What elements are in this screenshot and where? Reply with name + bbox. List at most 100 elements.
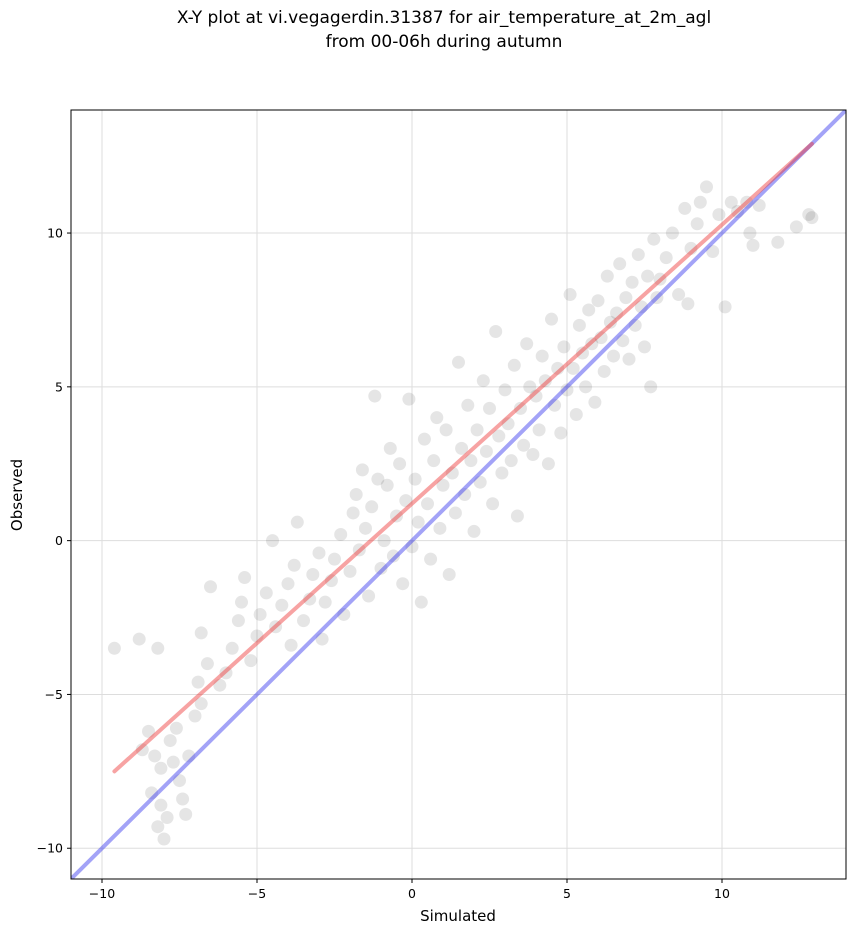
data-point [287,558,301,572]
data-point [176,792,190,806]
data-point [396,577,410,591]
data-point [526,448,540,462]
y-tick-label: −5 [45,687,63,702]
grid-lines [71,110,846,879]
data-point [427,454,441,468]
data-point [802,208,816,222]
data-point [303,592,317,606]
data-point [535,349,549,363]
data-point [706,244,720,258]
data-point [173,774,186,788]
data-point [266,534,279,548]
data-point [269,620,283,634]
data-point [743,226,757,240]
data-point [374,561,388,575]
data-point [483,401,496,415]
data-point [566,361,580,375]
data-point [805,211,819,225]
data-point [678,201,692,215]
data-point [386,549,400,563]
data-point [622,352,636,366]
data-point [200,657,214,671]
data-point [504,454,518,468]
plot-area-background [71,110,846,879]
data-point [700,180,713,194]
data-point [194,697,208,711]
data-point [746,238,760,252]
data-point [430,411,444,425]
data-point [672,288,686,302]
data-point [681,297,695,311]
data-point [352,543,366,557]
data-point [548,398,562,412]
data-point [659,251,673,265]
data-point [588,395,602,409]
data-point [157,832,171,846]
data-point [616,334,630,348]
data-point [771,235,785,249]
data-point [445,466,459,480]
data-point [486,497,500,511]
data-point [349,488,363,501]
data-point [160,810,174,824]
data-point [151,820,165,834]
data-point [163,734,177,748]
data-point [362,589,376,603]
data-point [213,678,227,692]
data-point [297,614,310,628]
data-point [259,586,273,600]
data-point [476,374,490,388]
x-tick-label: 0 [408,886,416,901]
data-point [169,721,183,735]
data-point [585,337,599,351]
data-point [318,595,332,609]
data-point [436,478,450,492]
data-point [145,786,159,800]
data-point [380,478,394,492]
data-point [371,472,385,486]
data-point [188,709,202,723]
data-point [225,641,239,655]
data-point [433,521,447,535]
data-point [421,497,434,511]
data-point [523,380,537,394]
x-tick-label: −5 [248,886,266,901]
data-point [607,349,620,363]
data-point [312,546,326,560]
data-point [253,607,267,621]
data-point [576,346,589,360]
data-point [538,374,552,388]
data-point [244,654,258,668]
data-point [492,429,506,443]
data-point [572,318,586,332]
data-point [334,527,348,541]
data-point [563,288,577,302]
data-point [498,383,512,397]
data-point [235,595,248,609]
data-point [551,361,565,375]
y-tick-label: −10 [37,841,63,856]
data-point [250,629,264,643]
data-point [712,208,726,222]
data-point [402,392,416,406]
data-point [541,457,555,471]
data-point [569,408,583,422]
data-point [328,552,341,566]
data-point [724,195,738,209]
data-point [473,475,487,489]
data-point [346,506,360,520]
data-point [154,761,168,775]
data-point [597,364,611,378]
data-point [545,312,558,326]
data-point [644,380,658,394]
data-point [690,217,704,231]
data-point [653,272,667,286]
data-point [631,248,645,262]
data-point [647,232,661,246]
x-axis-ticks: −10 −5 0 5 10 [89,879,730,901]
data-point [625,275,639,289]
data-point [501,417,515,431]
data-point [479,444,493,458]
y-axis-title: Observed [8,459,26,531]
